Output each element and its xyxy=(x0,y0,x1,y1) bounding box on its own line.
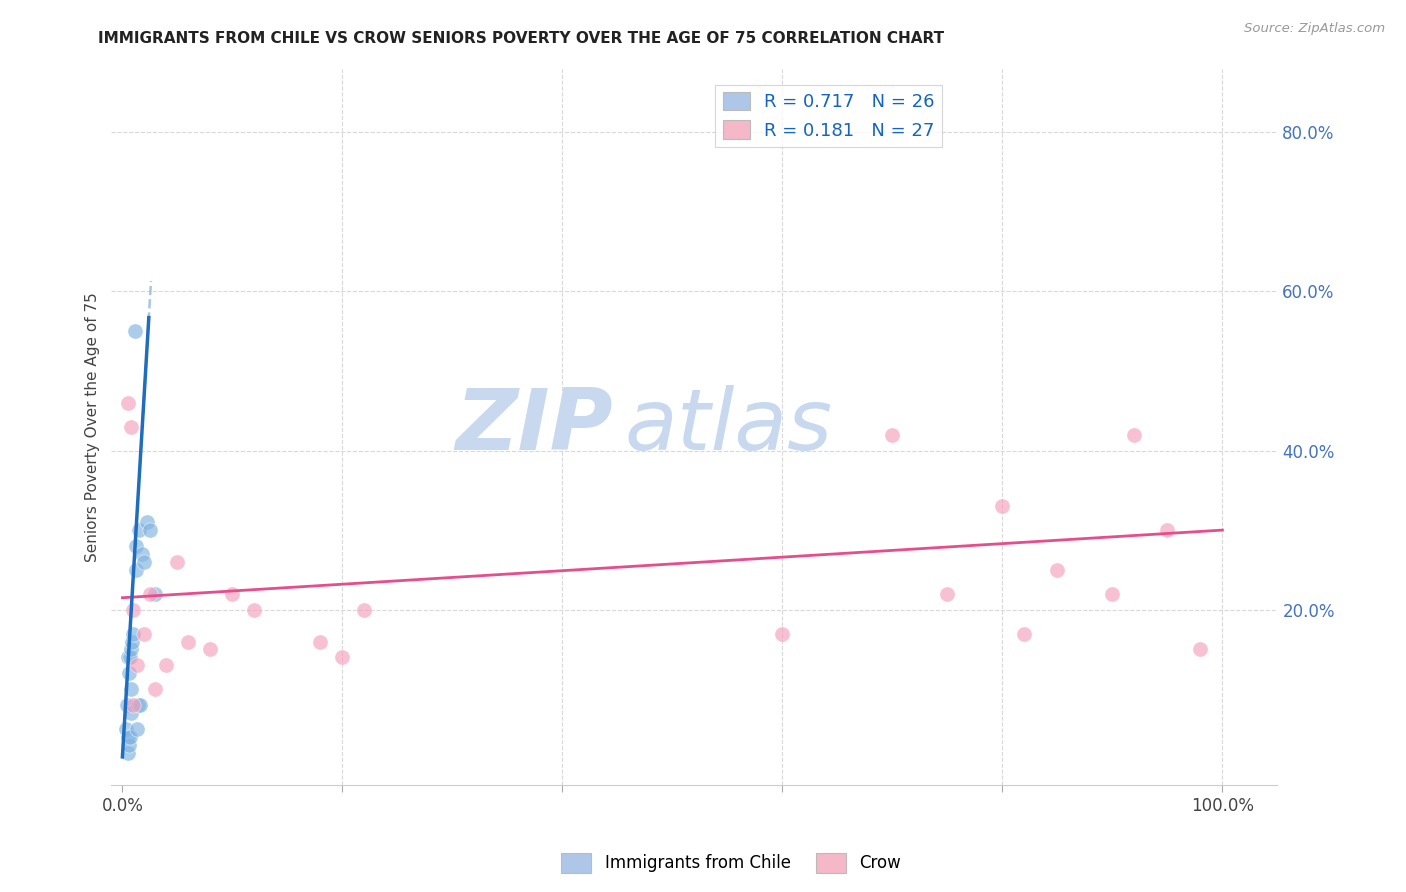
Point xyxy=(117,730,139,744)
Point xyxy=(118,738,141,752)
Point xyxy=(125,658,148,673)
Point xyxy=(122,698,145,713)
Point xyxy=(139,523,162,537)
Point xyxy=(1123,427,1146,442)
Point xyxy=(117,746,139,760)
Point xyxy=(124,539,146,553)
Point xyxy=(120,642,142,657)
Text: atlas: atlas xyxy=(624,385,832,468)
Point xyxy=(309,634,332,648)
Point xyxy=(936,587,959,601)
Point xyxy=(129,698,152,713)
Point xyxy=(1156,523,1178,537)
Point xyxy=(139,587,162,601)
Point xyxy=(128,523,150,537)
Point xyxy=(135,515,157,529)
Point xyxy=(120,730,142,744)
Point xyxy=(166,555,188,569)
Point xyxy=(121,634,143,648)
Point xyxy=(332,650,354,665)
Point xyxy=(120,706,142,720)
Point xyxy=(120,682,142,697)
Point xyxy=(221,587,243,601)
Point xyxy=(122,602,145,616)
Point xyxy=(200,642,222,657)
Text: ZIP: ZIP xyxy=(456,385,613,468)
Point xyxy=(118,666,141,681)
Point xyxy=(131,547,153,561)
Text: Source: ZipAtlas.com: Source: ZipAtlas.com xyxy=(1244,22,1385,36)
Point xyxy=(1189,642,1212,657)
Legend: R = 0.717   N = 26, R = 0.181   N = 27: R = 0.717 N = 26, R = 0.181 N = 27 xyxy=(716,85,942,147)
Point xyxy=(124,324,146,338)
Text: IMMIGRANTS FROM CHILE VS CROW SENIORS POVERTY OVER THE AGE OF 75 CORRELATION CHA: IMMIGRANTS FROM CHILE VS CROW SENIORS PO… xyxy=(98,31,945,46)
Point xyxy=(1101,587,1123,601)
Point xyxy=(353,602,375,616)
Point xyxy=(1046,563,1069,577)
Point xyxy=(117,396,139,410)
Point xyxy=(114,722,136,736)
Legend: Immigrants from Chile, Crow: Immigrants from Chile, Crow xyxy=(555,847,907,880)
Point xyxy=(120,419,142,434)
Point xyxy=(134,626,156,640)
Point xyxy=(120,650,142,665)
Point xyxy=(117,650,139,665)
Point xyxy=(122,626,145,640)
Point xyxy=(770,626,793,640)
Point xyxy=(115,698,138,713)
Point xyxy=(124,563,146,577)
Point xyxy=(1014,626,1036,640)
Point xyxy=(243,602,266,616)
Point xyxy=(882,427,904,442)
Point xyxy=(127,698,149,713)
Point xyxy=(177,634,200,648)
Point xyxy=(125,722,148,736)
Point xyxy=(134,555,156,569)
Point xyxy=(145,682,167,697)
Y-axis label: Seniors Poverty Over the Age of 75: Seniors Poverty Over the Age of 75 xyxy=(86,292,100,561)
Point xyxy=(145,587,167,601)
Point xyxy=(991,500,1014,514)
Point xyxy=(155,658,177,673)
